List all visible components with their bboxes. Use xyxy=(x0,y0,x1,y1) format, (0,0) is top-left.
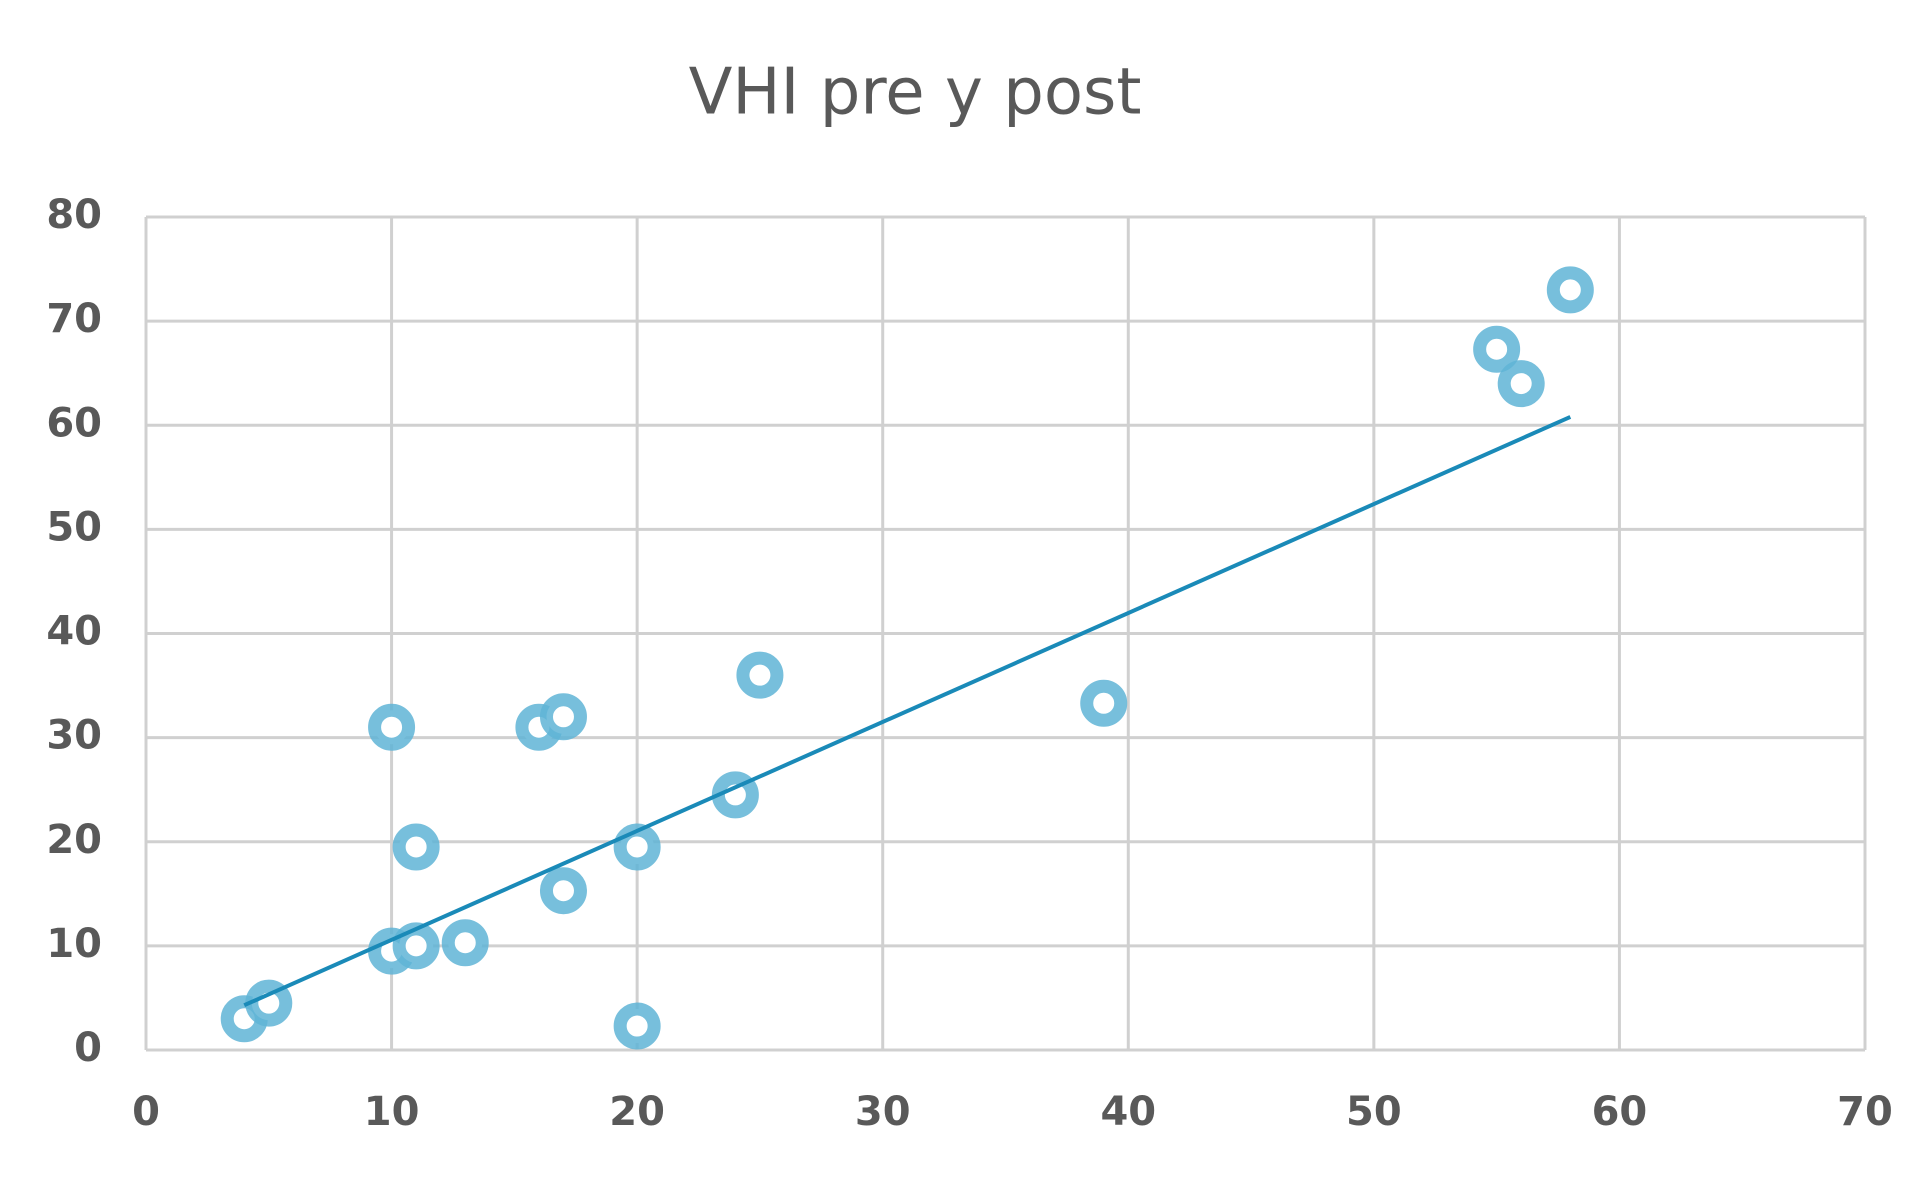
y-tick-label: 70 xyxy=(46,296,102,342)
point xyxy=(1080,679,1128,727)
trendline xyxy=(243,415,1572,1008)
point xyxy=(392,823,440,871)
point xyxy=(1497,360,1545,408)
x-tick-label: 10 xyxy=(364,1089,420,1135)
point xyxy=(539,867,587,915)
point xyxy=(441,919,489,967)
point xyxy=(1473,325,1521,373)
y-tick-label: 80 xyxy=(46,192,102,238)
x-tick-label: 70 xyxy=(1837,1089,1893,1135)
x-tick-label: 30 xyxy=(855,1089,911,1135)
y-tick-label: 60 xyxy=(46,400,102,446)
x-tick-label: 50 xyxy=(1346,1089,1402,1135)
point xyxy=(539,693,587,741)
x-tick-label: 40 xyxy=(1100,1089,1156,1135)
point xyxy=(368,703,416,751)
x-tick-label: 20 xyxy=(609,1089,665,1135)
point xyxy=(613,1002,661,1050)
y-tick-label: 30 xyxy=(46,713,102,759)
y-tick-label: 0 xyxy=(74,1025,102,1071)
x-tick-label: 60 xyxy=(1592,1089,1648,1135)
y-tick-label: 40 xyxy=(46,609,102,655)
point xyxy=(1546,266,1594,314)
y-tick-label: 10 xyxy=(46,921,102,967)
point xyxy=(245,979,293,1027)
y-tick-label: 50 xyxy=(46,504,102,550)
x-tick-label: 0 xyxy=(132,1089,160,1135)
chart-title: VHI pre y post xyxy=(689,56,1142,130)
point xyxy=(736,651,784,699)
y-tick-label: 20 xyxy=(46,817,102,863)
